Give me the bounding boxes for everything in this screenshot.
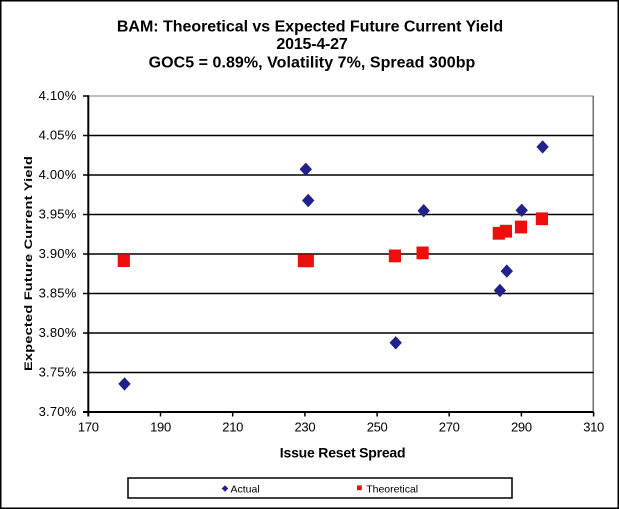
svg-text:190: 190 [150, 419, 171, 434]
svg-text:2015-4-27: 2015-4-27 [276, 36, 347, 53]
svg-text:250: 250 [367, 419, 388, 434]
svg-text:270: 270 [439, 419, 460, 434]
svg-text:3.90%: 3.90% [39, 246, 77, 261]
svg-text:Expected Future Current Yield: Expected Future Current Yield [21, 156, 34, 371]
svg-text:4.05%: 4.05% [39, 127, 77, 142]
svg-text:GOC5 = 0.89%, Volatility 7%, S: GOC5 = 0.89%, Volatility 7%, Spread 300b… [149, 54, 476, 71]
svg-text:3.75%: 3.75% [39, 364, 77, 379]
svg-text:310: 310 [583, 419, 604, 434]
svg-text:3.85%: 3.85% [39, 285, 77, 300]
svg-text:210: 210 [222, 419, 243, 434]
svg-text:Actual: Actual [231, 483, 260, 495]
svg-text:290: 290 [511, 419, 532, 434]
svg-text:3.80%: 3.80% [39, 325, 77, 340]
svg-text:3.95%: 3.95% [39, 206, 77, 221]
svg-text:Theoretical: Theoretical [366, 483, 418, 495]
svg-text:170: 170 [78, 419, 99, 434]
svg-text:4.10%: 4.10% [39, 88, 77, 103]
svg-text:4.00%: 4.00% [39, 167, 77, 182]
svg-text:BAM: Theoretical vs Expected F: BAM: Theoretical vs Expected Future Curr… [117, 19, 503, 36]
svg-text:Issue Reset Spread: Issue Reset Spread [280, 445, 406, 461]
svg-text:3.70%: 3.70% [39, 404, 77, 419]
svg-text:230: 230 [295, 419, 316, 434]
